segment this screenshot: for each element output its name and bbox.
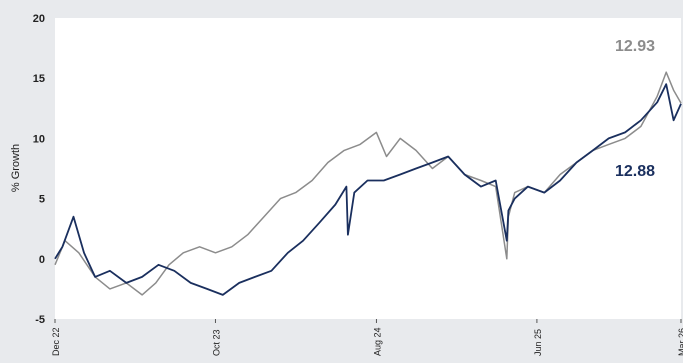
x-tick-label: Dec 22 (51, 327, 61, 356)
x-axis-ticks: Dec 22 Oct 23 Aug 24 Jun 25 Mar 26 (51, 319, 683, 356)
end-label-dark: 12.88 (615, 163, 655, 180)
series-lines (54, 71, 682, 296)
plot-background (55, 18, 681, 319)
x-tick-label: Mar 26 (677, 328, 683, 356)
x-tick-label: Aug 24 (372, 327, 382, 356)
y-axis-label: % Growth (10, 144, 22, 192)
y-tick-label: 20 (33, 13, 45, 25)
end-value-labels: 12.93 12.88 (615, 38, 655, 180)
y-tick-label: 10 (33, 133, 45, 145)
x-tick-label: Oct 23 (211, 329, 221, 356)
y-tick-label: -5 (35, 314, 45, 326)
x-tick-label: Jun 25 (533, 329, 543, 356)
y-axis-ticks: -5 0 5 10 15 20 (33, 13, 45, 326)
y-tick-label: 5 (39, 194, 45, 206)
series-line-dark (54, 83, 682, 296)
y-tick-label: 15 (33, 73, 45, 85)
y-tick-label: 0 (39, 254, 45, 266)
end-label-grey: 12.93 (615, 38, 655, 55)
